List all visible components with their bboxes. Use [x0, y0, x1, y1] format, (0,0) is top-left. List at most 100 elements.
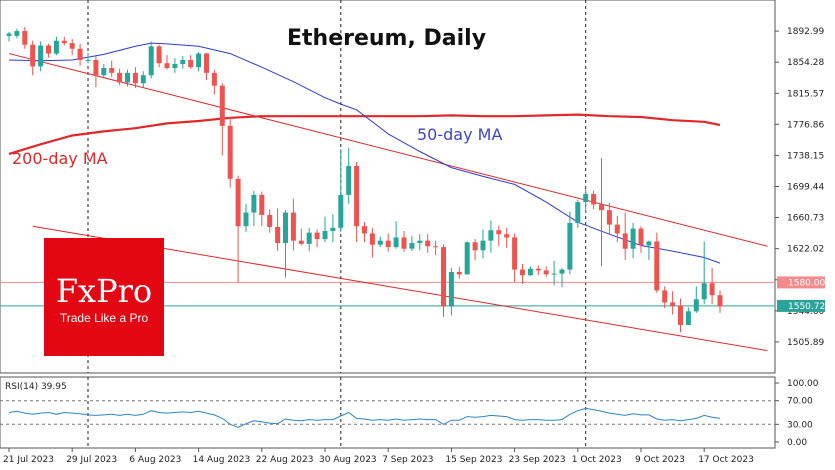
x-tick-label: 1 Oct 2023 — [572, 455, 622, 465]
candle-body — [132, 72, 138, 84]
candle-body — [346, 165, 352, 195]
rsi-line — [8, 407, 721, 428]
candle-body — [551, 273, 557, 275]
candle-body — [101, 68, 107, 76]
candle-body — [77, 48, 83, 60]
candle-body — [472, 242, 478, 251]
x-tick-label: 15 Sep 2023 — [445, 455, 502, 465]
candle-body — [630, 228, 636, 249]
candle-body — [53, 40, 59, 54]
y-tick-label: 1660.73 — [787, 214, 824, 224]
candle-body — [235, 178, 241, 227]
candle-body — [22, 31, 28, 45]
rsi-panel-frame — [0, 376, 776, 449]
candle-body — [535, 268, 541, 271]
candle-body — [125, 72, 130, 83]
date-axis: 21 Jul 2023 29 Jul 2023 6 Aug 2023 14 Aug 2… — [3, 448, 754, 465]
candle-body — [140, 75, 146, 84]
y-tick-label: 1505.89 — [787, 338, 824, 348]
x-tick-label: 21 Jul 2023 — [3, 455, 54, 465]
candle-body — [559, 269, 565, 274]
candle-body — [575, 202, 581, 223]
candle-body — [678, 305, 683, 325]
candle-body — [298, 240, 304, 244]
candle-body — [354, 165, 360, 227]
candle-body — [14, 31, 20, 36]
candle-body — [606, 210, 612, 225]
fxpro-logo: FxPro Trade Like a Pro — [44, 238, 164, 356]
x-tick-label: 22 Aug 2023 — [256, 455, 314, 465]
candle-body — [211, 72, 217, 86]
y-tick-label: 1892.99 — [787, 27, 824, 37]
y-tick-label: 1738.15 — [787, 151, 824, 161]
candle-body — [148, 46, 154, 76]
candle-body — [646, 241, 652, 246]
candle-body — [267, 214, 273, 228]
price-level-label: 1550.72 — [788, 302, 825, 312]
candle-body — [156, 46, 162, 64]
candle-body — [251, 194, 257, 213]
candle-body — [709, 283, 715, 296]
candle-body — [204, 53, 209, 73]
candle-body — [670, 302, 676, 306]
candle-body — [314, 232, 320, 240]
candle-body — [685, 311, 691, 325]
candle-body — [283, 212, 288, 244]
rsi-tick-label: 70.00 — [787, 397, 813, 407]
candle-body — [362, 226, 367, 234]
x-tick-label: 23 Sep 2023 — [509, 455, 566, 465]
candle-body — [662, 290, 668, 303]
rsi-tick-label: 30.00 — [787, 420, 813, 430]
candle-body — [117, 72, 123, 83]
candle-body — [196, 53, 202, 68]
candle-body — [243, 212, 249, 227]
candle-body — [6, 33, 12, 36]
candle-body — [275, 227, 281, 244]
candle-body — [227, 125, 233, 179]
ma50-line — [8, 42, 721, 264]
x-tick-label: 9 Oct 2023 — [635, 455, 685, 465]
candle-body — [322, 231, 328, 240]
rsi-axis: 100.00 70.00 30.00 0.00 — [775, 379, 819, 448]
candle-body — [441, 247, 446, 307]
candle-body — [496, 230, 502, 235]
fxpro-logo-text: FxPro — [56, 272, 152, 310]
candle-body — [93, 59, 99, 76]
chart-title: Ethereum, Daily — [287, 26, 486, 51]
candle-body — [488, 230, 494, 241]
candle-body — [638, 228, 644, 246]
x-tick-label: 17 Oct 2023 — [698, 455, 754, 465]
candle-body — [330, 227, 336, 232]
price-axis: 1892.99 1854.28 1815.57 1776.86 1738.15 1699.… — [775, 27, 825, 348]
candle-body — [180, 59, 186, 64]
candle-body — [583, 194, 589, 203]
candle-body — [46, 45, 51, 54]
candle-body — [38, 45, 44, 67]
candle-body — [188, 59, 194, 68]
rsi-panel: RSI(14) 39.95 — [0, 376, 776, 449]
y-tick-label: 1776.86 — [787, 120, 824, 130]
candle-body — [456, 271, 462, 275]
candle-body — [385, 240, 391, 248]
candle-body — [527, 268, 533, 276]
rsi-tick-label: 100.00 — [787, 379, 819, 389]
candle-body — [377, 240, 383, 245]
candle-body — [306, 232, 312, 244]
candle-body — [425, 240, 431, 247]
x-tick-label: 14 Aug 2023 — [193, 455, 251, 465]
ma200-line — [8, 113, 721, 155]
candle-body — [512, 237, 518, 270]
candle-body — [290, 212, 296, 241]
price-level-box — [777, 299, 825, 312]
candle-body — [504, 234, 510, 238]
candle-body — [480, 240, 486, 251]
candle-body — [417, 240, 423, 244]
candle-body — [259, 194, 265, 215]
candlesticks — [6, 27, 723, 333]
candle-body — [393, 237, 399, 248]
x-tick-label: 6 Aug 2023 — [129, 455, 181, 465]
candle-body — [591, 194, 597, 205]
candle-body — [543, 270, 549, 275]
fxpro-tagline: Trade Like a Pro — [60, 311, 149, 325]
